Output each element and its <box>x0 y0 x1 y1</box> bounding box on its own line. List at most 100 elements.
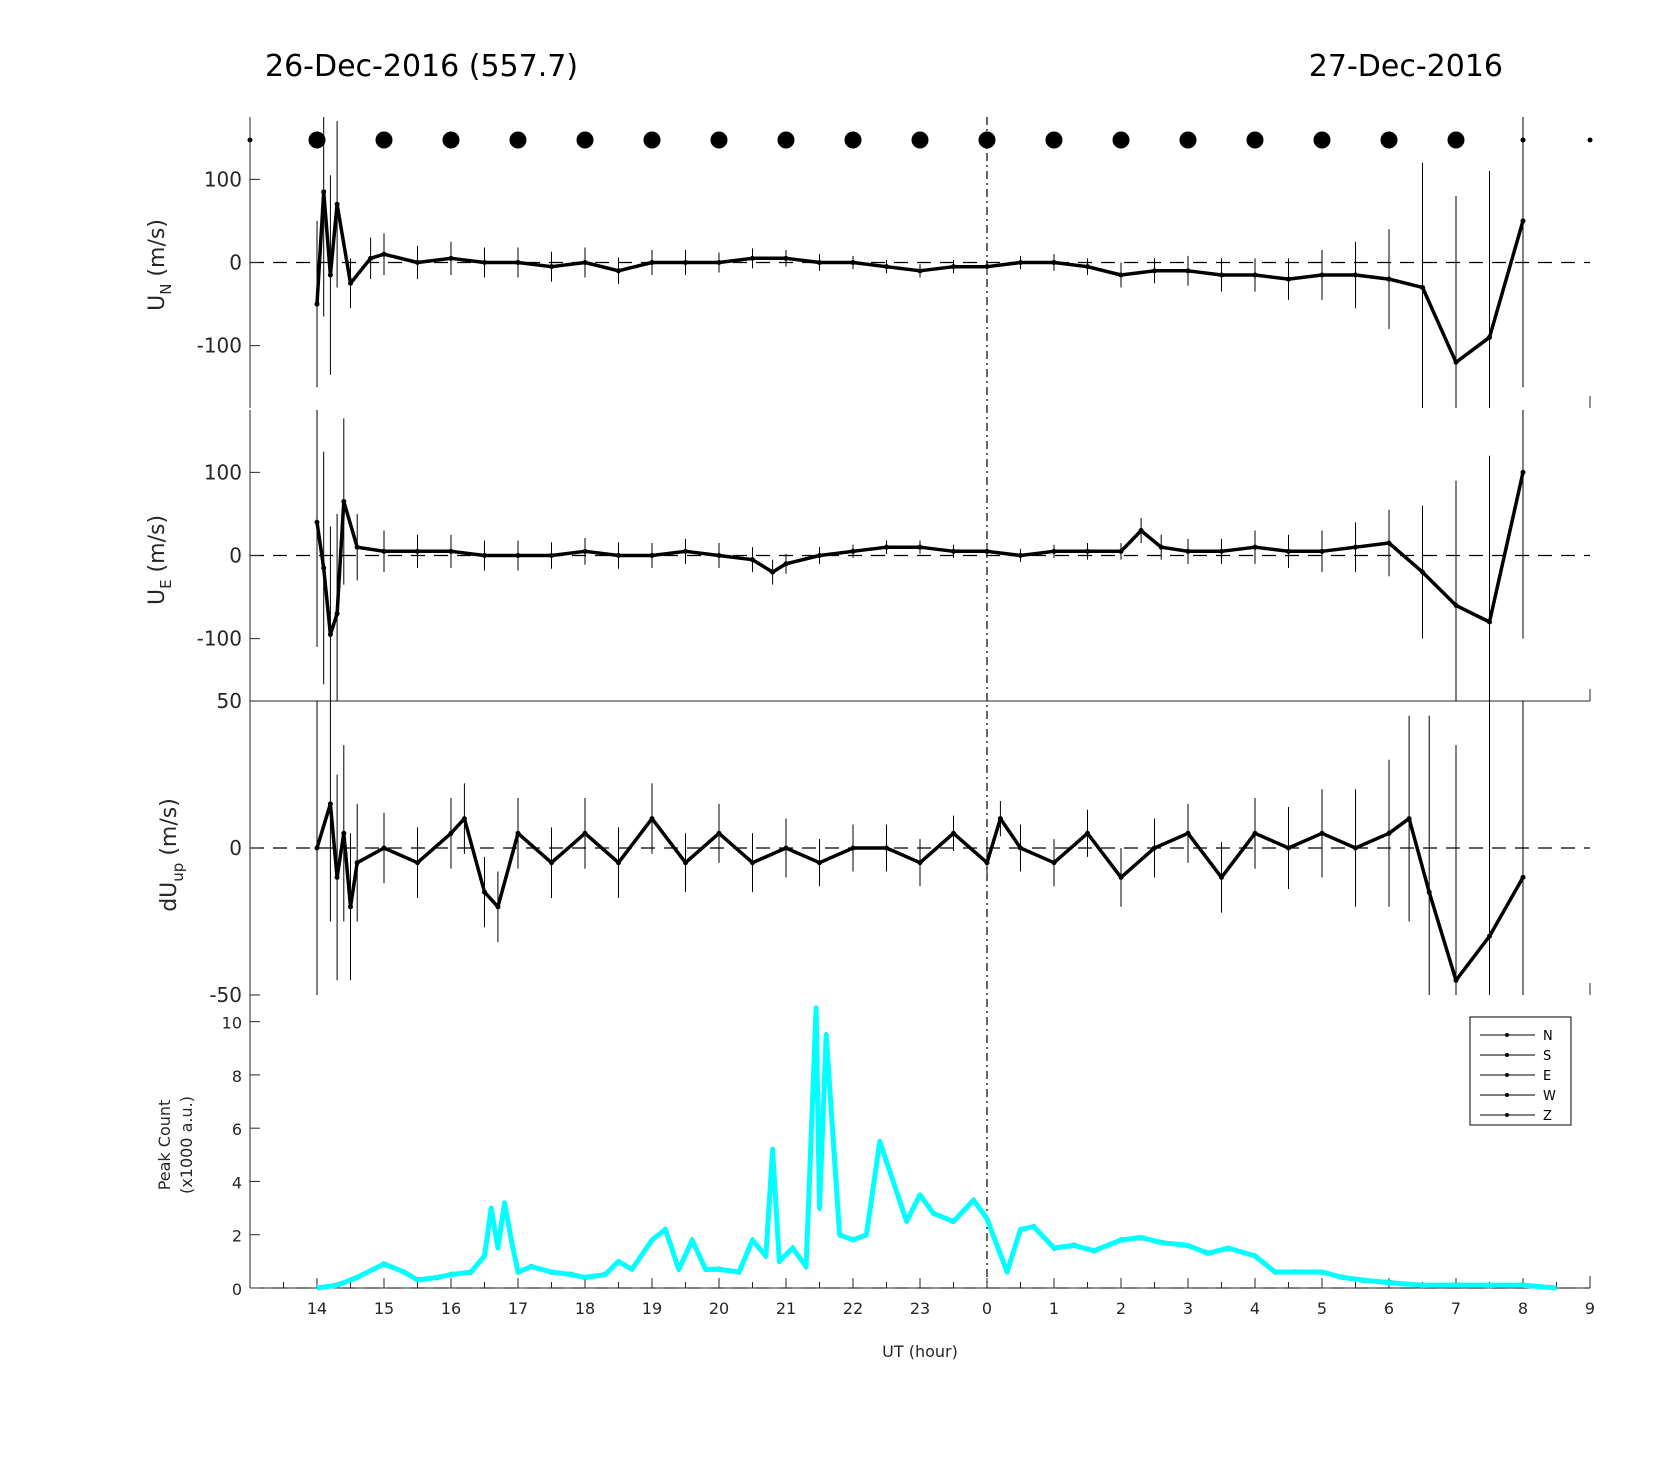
peak-xtick-label: 5 <box>1317 1299 1327 1318</box>
un-data-point <box>415 260 420 265</box>
un-data-point <box>381 251 387 257</box>
ue-data-point <box>1138 528 1144 534</box>
ue-data-point <box>582 548 588 554</box>
dup-data-point <box>1185 830 1191 836</box>
peak-ytick-label: 4 <box>232 1173 242 1192</box>
dup-data-point <box>783 845 789 851</box>
dup-data-point <box>354 860 360 866</box>
dup-data-point <box>314 845 320 851</box>
dup-data-point <box>1018 845 1023 851</box>
dup-data-point <box>1286 845 1291 851</box>
ue-data-point <box>1386 540 1392 546</box>
ue-data-point <box>817 553 822 558</box>
un-data-point <box>917 268 923 274</box>
hour-marker-dot <box>1380 131 1398 149</box>
un-ytick-label: -100 <box>197 334 242 358</box>
dup-data-point <box>1118 874 1124 880</box>
peak-series-e <box>316 1005 1557 1290</box>
hour-marker-dot <box>1045 131 1063 149</box>
ue-data-point <box>984 548 990 554</box>
data-layer <box>314 117 1557 1291</box>
un-data-point <box>1252 272 1258 278</box>
un-data-point <box>515 260 521 265</box>
hour-marker-dot <box>509 131 527 149</box>
dup-ylabel: dUup (m/s) <box>157 798 187 912</box>
legend-box <box>1469 1016 1572 1126</box>
un-data-point <box>1420 284 1425 290</box>
legend-label-n: N <box>1543 1029 1553 1044</box>
dup-data-point <box>1386 830 1392 836</box>
peak-ytick-label: 8 <box>232 1067 242 1086</box>
ue-data-point <box>951 548 956 554</box>
un-data-point <box>817 260 822 265</box>
ue-data-point <box>354 544 360 550</box>
un-data-point <box>850 260 856 265</box>
dup-data-point <box>683 860 688 866</box>
ue-ylabel: UE (m/s) <box>145 515 175 605</box>
ue-data-point <box>321 565 327 571</box>
legend-label-e: E <box>1543 1069 1551 1084</box>
ue-data-point <box>334 611 340 617</box>
peak-series-s <box>316 1007 1557 1289</box>
ue-data-point <box>917 544 923 550</box>
peak-xtick-label: 2 <box>1116 1299 1126 1318</box>
un-data-point <box>1286 276 1291 282</box>
ue-data-point <box>341 498 347 504</box>
peak-xtick-label: 20 <box>709 1299 729 1318</box>
ue-data-point <box>448 548 454 554</box>
dup-data-point <box>1406 816 1412 822</box>
peak-xtick-label: 19 <box>642 1299 662 1318</box>
peak-series-w <box>316 1006 1557 1290</box>
peak-xtick-label: 14 <box>307 1299 327 1318</box>
ue-data-point <box>716 553 722 558</box>
hour-marker-dot <box>1447 131 1465 149</box>
legend-marker-n <box>1505 1033 1509 1037</box>
dup-data-point <box>1085 830 1090 836</box>
ue-data-point <box>327 631 333 637</box>
un-data-point <box>649 260 655 265</box>
ue-data-point <box>1158 544 1164 550</box>
dup-data-point <box>415 860 420 866</box>
peak-xtick-label: 9 <box>1585 1299 1595 1318</box>
dup-data-point <box>884 845 889 851</box>
ue-data-point <box>1252 544 1258 550</box>
un-data-point <box>951 264 956 270</box>
dup-data-point <box>997 816 1003 822</box>
hour-marker-dot <box>1112 131 1130 149</box>
dup-data-point <box>495 904 501 910</box>
un-data-point <box>716 260 722 265</box>
dup-data-point <box>327 801 333 807</box>
un-data-point <box>327 272 333 278</box>
peak-series-n <box>316 1005 1557 1290</box>
peak-xtick-label: 18 <box>575 1299 595 1318</box>
dup-data-point <box>716 830 722 836</box>
dup-data-point <box>515 830 521 836</box>
ue-data-point <box>1487 619 1492 625</box>
dup-data-point <box>341 830 347 836</box>
ue-data-point <box>1319 548 1325 554</box>
ue-data-point <box>750 557 755 563</box>
ue-data-point <box>1453 602 1459 608</box>
hour-marker-dot <box>710 131 728 149</box>
peak-ytick-label: 0 <box>232 1280 242 1299</box>
ue-data-point <box>683 548 688 554</box>
ue-data-point <box>1085 548 1090 554</box>
un-data-point <box>1185 268 1191 274</box>
peak-xtick-label: 8 <box>1518 1299 1528 1318</box>
un-data-point <box>1051 260 1057 265</box>
dup-data-point <box>750 860 755 866</box>
dup-data-point <box>1453 977 1459 983</box>
un-data-point <box>984 264 990 270</box>
un-data-point <box>1487 334 1492 340</box>
legend-marker-s <box>1505 1053 1509 1057</box>
ue-data-point <box>850 548 856 554</box>
un-data-point <box>884 264 889 270</box>
legend-label-z: Z <box>1543 1109 1552 1124</box>
legend-marker-w <box>1505 1093 1509 1097</box>
dup-data-point <box>1520 874 1526 880</box>
hour-marker-dot <box>375 131 393 149</box>
ue-data-point <box>1018 553 1023 558</box>
